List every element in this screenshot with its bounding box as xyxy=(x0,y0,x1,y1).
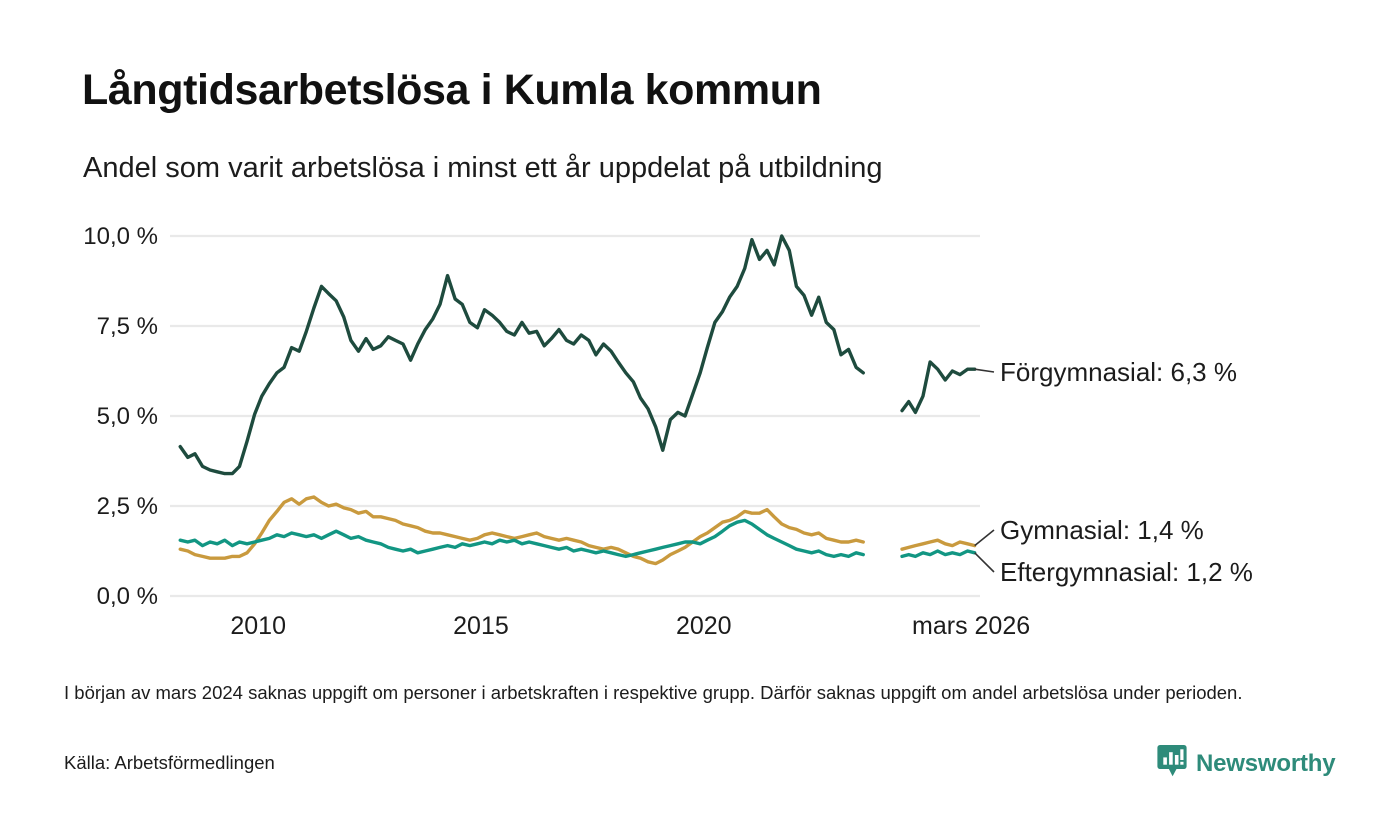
series-label-förgymnasial: Förgymnasial: 6,3 % xyxy=(1000,357,1237,387)
logo-wordmark: Newsworthy xyxy=(1196,749,1336,777)
series-lines xyxy=(178,234,977,566)
series-line-eftergymnasial xyxy=(178,518,865,559)
gridlines xyxy=(170,234,980,598)
series-line-gymnasial xyxy=(900,538,977,551)
series-line-gymnasial xyxy=(178,495,865,566)
page-title: Långtidsarbetslösa i Kumla kommun xyxy=(82,66,822,114)
series-line-förgymnasial xyxy=(178,234,865,476)
source-line: Källa: Arbetsförmedlingen xyxy=(64,752,275,773)
chart-note: I början av mars 2024 saknas uppgift om … xyxy=(64,682,1243,703)
series-label-gymnasial: Gymnasial: 1,4 % xyxy=(1000,515,1204,545)
newsworthy-logo: Newsworthy xyxy=(1157,744,1336,783)
x-axis-tick-label: 2010 xyxy=(230,612,286,640)
series-line-förgymnasial xyxy=(900,360,977,415)
y-axis-tick-label: 5,0 % xyxy=(97,403,158,430)
page-subtitle: Andel som varit arbetslösa i minst ett å… xyxy=(83,152,883,184)
x-axis-tick-label: 2015 xyxy=(453,612,509,640)
series-line-eftergymnasial xyxy=(900,549,977,559)
x-axis-ticks: 2010 2015 2020 mars 2026 xyxy=(230,612,1030,640)
y-axis-tick-label: 2,5 % xyxy=(97,493,158,520)
label-connector xyxy=(974,529,995,547)
line-chart: 0,0 % 2,5 % 5,0 % 7,5 % 10,0 % 2010 2015 2020 m… xyxy=(83,223,1253,640)
label-connector xyxy=(974,368,995,373)
x-axis-tick-label: 2020 xyxy=(676,612,732,640)
y-axis-tick-label: 10,0 % xyxy=(83,223,158,250)
x-axis-tick-label: mars 2026 xyxy=(912,612,1030,640)
series-labels: Förgymnasial: 6,3 % Gymnasial: 1,4 % Efter… xyxy=(974,357,1253,587)
y-axis-ticks: 0,0 % 2,5 % 5,0 % 7,5 % 10,0 % xyxy=(83,223,158,610)
y-axis-tick-label: 7,5 % xyxy=(97,313,158,340)
y-axis-tick-label: 0,0 % xyxy=(97,583,158,610)
bar-chart-speech-bubble-icon xyxy=(1157,744,1187,783)
series-label-eftergymnasial: Eftergymnasial: 1,2 % xyxy=(1000,557,1253,587)
label-connector xyxy=(974,552,995,573)
